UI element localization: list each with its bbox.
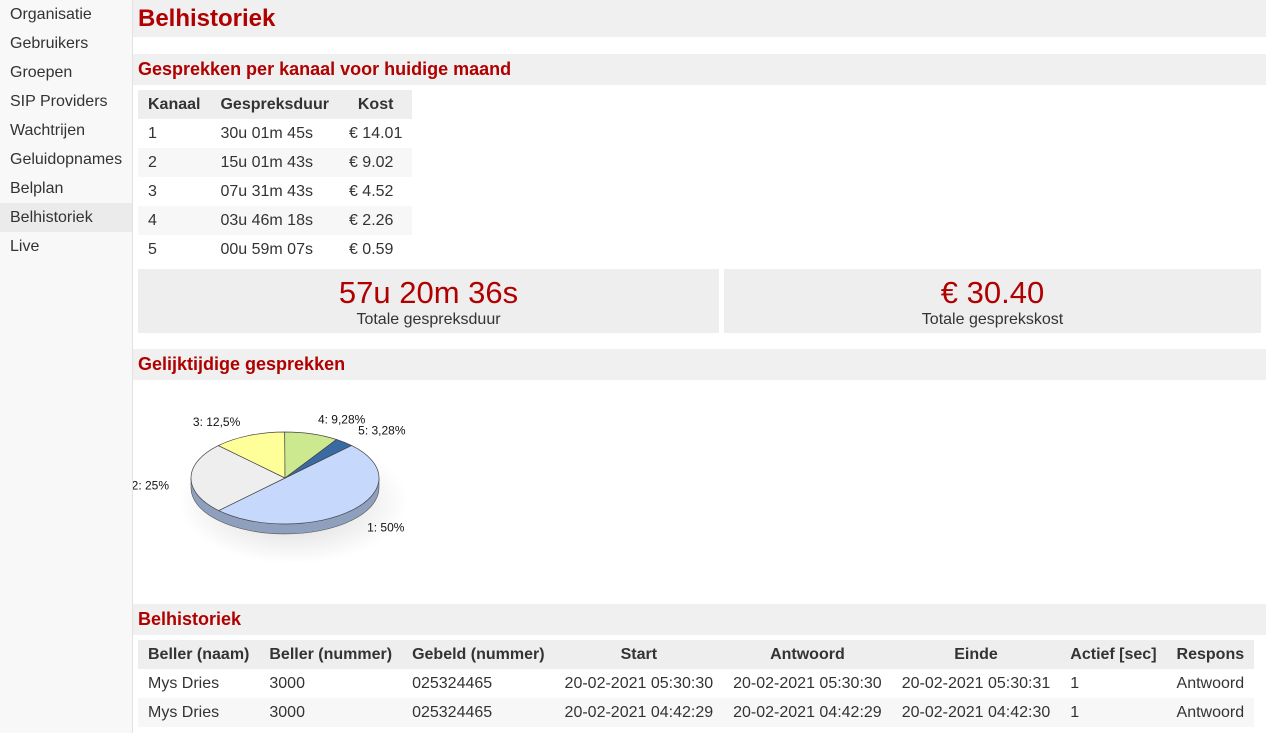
column-header: Gespreksduur xyxy=(210,90,339,119)
table-cell: 03u 46m 18s xyxy=(210,206,339,235)
table-cell: 20-02-2021 04:42:29 xyxy=(554,698,724,727)
table-cell: 20-02-2021 05:30:31 xyxy=(901,674,1051,692)
nav-item[interactable]: Gebruikers xyxy=(10,35,89,52)
table-cell: € 9.02 xyxy=(338,148,413,177)
total-box: 57u 20m 36s Totale gespreksduur xyxy=(138,269,719,333)
table-cell: 3000 xyxy=(269,674,305,692)
table-cell: 20-02-2021 05:30:30 xyxy=(564,674,714,692)
table-row: 2 15u 01m 43s € 9.02 xyxy=(138,148,413,177)
column-header: Respons xyxy=(1166,640,1255,669)
total-box: € 30.40 Totale gesprekskost xyxy=(724,269,1261,333)
table-cell: 07u 31m 43s xyxy=(220,182,313,200)
column-header: Actief [sec] xyxy=(1060,640,1167,669)
table-row: 5 00u 59m 07s € 0.59 xyxy=(138,235,412,264)
nav-item[interactable]: Belhistoriek xyxy=(0,203,132,232)
page-title: Belhistoriek xyxy=(133,0,1266,37)
table-cell: € 14.01 xyxy=(348,124,403,142)
history-table: Beller (naam) Beller (nummer) Gebeld (numm… xyxy=(138,640,1255,727)
table-cell: 20-02-2021 04:42:30 xyxy=(891,698,1061,727)
table-cell: € 4.52 xyxy=(348,182,394,200)
total-value: € 30.40 xyxy=(940,275,1045,310)
table-cell: Antwoord xyxy=(1176,674,1245,692)
table-cell: 4 xyxy=(138,206,211,235)
table-cell: 1 xyxy=(1070,674,1080,692)
nav-item[interactable]: Belplan xyxy=(10,180,64,197)
table-cell: 20-02-2021 05:30:30 xyxy=(733,674,882,692)
table-row: Mys Dries 3000 025324465 20-02-2021 04:42:2… xyxy=(138,698,1255,727)
table-cell: 3 xyxy=(148,182,157,200)
table-row: 3 07u 31m 43s € 4.52 xyxy=(138,177,412,206)
table-cell: 15u 01m 43s xyxy=(210,148,339,177)
table-cell: Mys Dries xyxy=(148,674,220,692)
sidebar: Organisatie Gebruikers Groepen SIP Provider… xyxy=(0,0,133,733)
section-title: Gelijktijdige gesprekken xyxy=(133,349,1266,380)
table-cell: 1 xyxy=(148,124,157,142)
table-row: 4 03u 46m 18s € 2.26 xyxy=(138,206,413,235)
pie-chart: 1: 50% 2: 25% 3: 12,5% 4: 9,28%5: 3,28% xyxy=(133,413,408,564)
column-header: Einde xyxy=(891,640,1061,669)
table-cell: 3000 xyxy=(259,698,403,727)
table-cell: Antwoord xyxy=(1166,698,1255,727)
table-cell: 30u 01m 45s xyxy=(220,124,313,142)
nav-item[interactable]: Groepen xyxy=(10,64,73,81)
column-header: Start xyxy=(554,640,724,669)
pie-slice xyxy=(217,431,286,479)
table-row: 1 30u 01m 45s € 14.01 xyxy=(138,119,412,148)
column-header: Beller (nummer) xyxy=(259,640,403,669)
nav-item[interactable]: SIP Providers xyxy=(10,93,108,110)
table-cell: 025324465 xyxy=(412,674,493,692)
pie-label: 2: 25% xyxy=(133,478,169,492)
nav-item[interactable]: Wachtrijen xyxy=(10,122,85,139)
pie-slice xyxy=(284,439,353,479)
total-label: Totale gespreksduur xyxy=(356,311,501,328)
table-cell: 20-02-2021 04:42:29 xyxy=(723,698,892,727)
nav-item[interactable]: Live xyxy=(10,238,40,255)
table-cell: 00u 59m 07s xyxy=(220,240,313,258)
pie-label: 4: 9,28% xyxy=(318,413,366,427)
section-title: Belhistoriek xyxy=(133,604,1266,635)
pie-label: 1: 50% xyxy=(367,521,405,535)
table-cell: € 2.26 xyxy=(338,206,413,235)
channel-table: Kanaal Gespreksduur Kost 1 30u 01m 45s € 14.0… xyxy=(138,90,413,264)
column-header: Antwoord xyxy=(723,640,892,669)
pie-label: 3: 12,5% xyxy=(193,415,241,429)
nav-item[interactable]: Geluidopnames xyxy=(10,151,123,168)
pie-slice xyxy=(217,445,380,525)
total-value: 57u 20m 36s xyxy=(338,275,519,310)
table-row: Mys Dries 3000 025324465 20-02-2021 05:30:3… xyxy=(138,669,1254,698)
table-cell: € 0.59 xyxy=(348,240,394,258)
pie-slice xyxy=(190,445,286,511)
column-header: Kost xyxy=(338,90,413,119)
total-label: Totale gesprekskost xyxy=(921,311,1064,328)
pie-label: 5: 3,28% xyxy=(358,424,406,438)
table-cell: Mys Dries xyxy=(138,698,260,727)
column-header: Kanaal xyxy=(138,90,211,119)
column-header: Beller (naam) xyxy=(138,640,260,669)
table-cell: 5 xyxy=(148,240,157,258)
section-title: Gesprekken per kanaal voor huidige maand xyxy=(133,54,1266,85)
nav-item[interactable]: Organisatie xyxy=(10,6,92,23)
table-cell: 2 xyxy=(138,148,211,177)
header-row: Beller (naam) Beller (nummer) Gebeld (numm… xyxy=(138,640,1255,669)
table-cell: 1 xyxy=(1060,698,1167,727)
table-cell: 025324465 xyxy=(402,698,555,727)
column-header: Gebeld (nummer) xyxy=(402,640,555,669)
header-row: Kanaal Gespreksduur Kost xyxy=(138,90,413,119)
